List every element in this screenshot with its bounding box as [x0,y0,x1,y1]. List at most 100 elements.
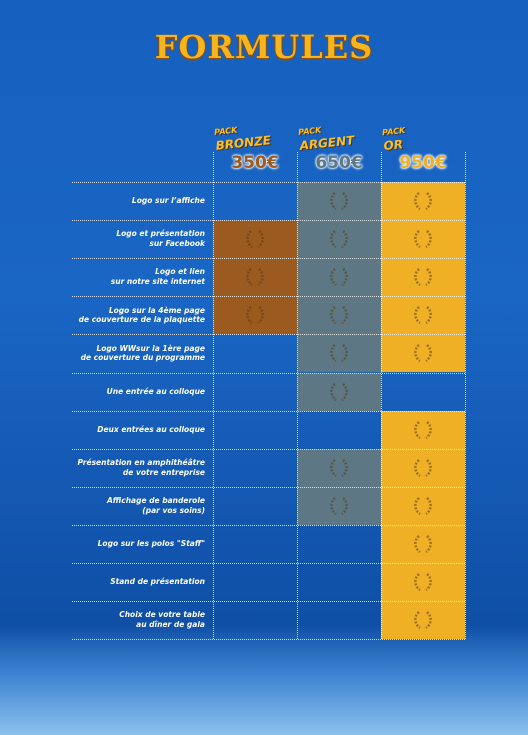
pack-price: 950€ [399,153,447,173]
feature-label: Une entrée au colloque [72,373,205,411]
laurel-icon [246,268,264,287]
row-divider [72,182,465,183]
feature-line: de votre entreprise [122,467,205,477]
feature-line: Présentation en amphithéâtre [77,457,205,467]
feature-line: de couverture de la plaquette [78,315,205,325]
laurel-icon [330,344,348,363]
feature-line: Logo et présentation [116,229,205,239]
laurel-icon [330,306,348,325]
column-divider [213,152,214,640]
column-divider [297,152,298,640]
row-divider [72,563,465,564]
feature-line: (par vos soins) [142,505,205,515]
feature-line: Stand de présentation [110,577,205,587]
included-cell [381,486,465,525]
laurel-icon [330,458,348,477]
feature-label: Logo sur la 4ème page de couverture de la… [72,296,205,334]
laurel-icon [246,306,264,325]
included-cell [297,448,381,487]
pack-header: PACK BRONZE [214,123,272,153]
included-cell [297,296,381,335]
row-divider [72,372,465,374]
included-cell [297,182,381,221]
laurel-icon [414,458,432,477]
title: FORMULES [154,28,374,66]
included-cell [381,601,465,640]
feature-label: Logo et présentation sur Facebook [72,220,205,258]
feature-line: au dîner de gala [136,620,205,630]
row-divider [72,296,465,298]
laurel-icon [414,268,432,287]
feature-label: Logo sur l’affiche [72,182,205,220]
pack-header: PACK ARGENT [298,123,355,153]
included-cell [213,258,297,297]
included-cell [381,524,465,563]
feature-line: Une entrée au colloque [106,386,205,396]
laurel-icon [330,496,348,515]
included-cell [213,220,297,259]
feature-label: Stand de présentation [72,563,205,601]
laurel-icon [414,420,432,439]
pack-prefix: PACK [381,125,406,138]
feature-label: Logo WWsur la 1ère page de couverture du … [72,334,205,372]
feature-label: Deux entrées au colloque [72,411,205,449]
included-cell [381,296,465,335]
laurel-icon [414,496,432,515]
column-divider [465,152,466,640]
row-divider [72,639,465,641]
pack-price: 650€ [315,153,363,173]
feature-line: de couverture du programme [80,353,205,363]
included-cell [297,258,381,297]
feature-label: Logo et lien sur notre site internet [72,258,205,296]
laurel-icon [414,611,432,630]
column-divider [381,152,382,640]
laurel-icon [330,268,348,287]
included-cell [297,220,381,259]
feature-line: Logo sur la 4ème page [108,305,205,315]
included-cell [381,220,465,259]
feature-line: Choix de votre table [119,610,205,620]
feature-line: Affichage de banderole [106,496,205,506]
pack-price: 350€ [231,153,279,173]
pack-name: OR [382,137,404,154]
included-cell [381,334,465,373]
pack-name: ARGENT [298,133,355,153]
feature-line: sur notre site internet [110,277,205,287]
pack-header: PACK OR [381,125,408,154]
feature-label: Affichage de banderole (par vos soins) [72,487,205,525]
pack-name: BRONZE [214,133,272,153]
feature-label: Logo sur les polos "Staff" [72,525,205,563]
included-cell [381,182,465,221]
laurel-icon [330,192,348,211]
included-cell [297,334,381,373]
laurel-icon [414,344,432,363]
row-divider [72,410,465,412]
laurel-icon [246,230,264,249]
laurel-icon [414,534,432,553]
row-divider [72,220,465,222]
row-divider [72,334,465,336]
feature-label: Choix de votre table au dîner de gala [72,601,205,639]
feature-line: Logo WWsur la 1ère page [96,343,205,353]
included-cell [213,296,297,335]
row-divider [72,448,465,450]
row-divider [72,524,465,526]
included-cell [381,563,465,602]
included-cell [297,486,381,525]
included-cell [381,410,465,449]
laurel-icon [414,192,432,211]
laurel-icon [414,573,432,592]
laurel-icon [414,230,432,249]
laurel-icon [330,230,348,249]
included-cell [297,372,381,411]
feature-line: Logo sur l’affiche [131,196,205,206]
feature-label: Présentation en amphithéâtre de votre ent… [72,449,205,487]
feature-line: sur Facebook [149,239,205,249]
laurel-icon [330,382,348,401]
feature-line: Deux entrées au colloque [97,424,205,434]
feature-line: Logo et lien [155,267,205,277]
included-cell [381,448,465,487]
feature-line: Logo sur les polos "Staff" [97,539,205,549]
row-divider [72,258,465,260]
